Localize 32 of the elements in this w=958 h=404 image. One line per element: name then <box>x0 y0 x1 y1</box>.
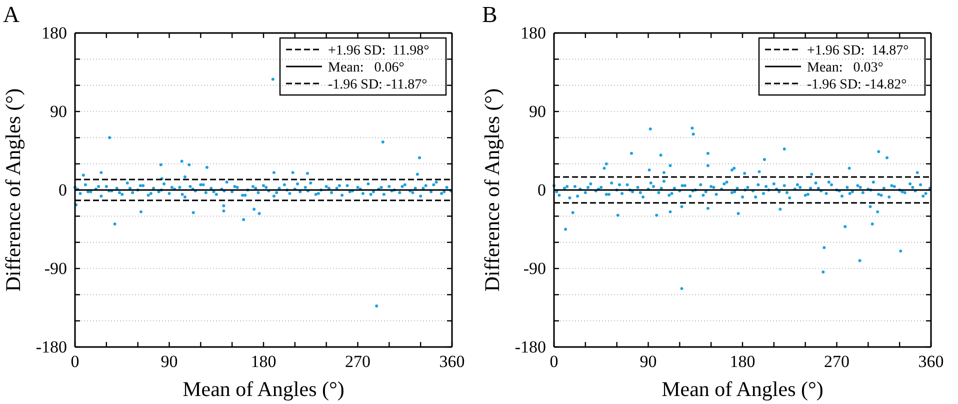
y-tick-label: 90 <box>529 102 546 121</box>
x-axis-title: Mean of Angles (°) <box>182 377 344 401</box>
legend-label: -1.96 SD: -14.82° <box>807 78 907 92</box>
y-tick-label: 0 <box>538 180 546 200</box>
x-axis-title: Mean of Angles (°) <box>662 377 824 401</box>
x-tick-label: 90 <box>160 352 178 372</box>
y-tick-label: -180 <box>36 337 67 356</box>
y-tick-label: 0 <box>58 180 67 200</box>
x-tick-label: 90 <box>640 352 657 372</box>
x-tick-label: 0 <box>550 352 558 372</box>
y-tick-label: -90 <box>44 258 67 278</box>
legend-label: Mean: 0.06° <box>328 60 404 76</box>
legend-label: +1.96 SD: 11.98° <box>328 44 430 58</box>
x-tick-label: 180 <box>250 352 276 372</box>
x-tick-label: 180 <box>730 352 756 372</box>
y-tick-label: 90 <box>50 102 67 121</box>
chart-title: A <box>3 2 20 27</box>
chart-title: B <box>482 2 498 27</box>
x-tick-label: 360 <box>918 352 944 372</box>
legend-label: Mean: 0.03° <box>807 60 884 76</box>
x-tick-label: 270 <box>345 352 370 372</box>
y-tick-label: -180 <box>514 337 546 356</box>
x-tick-label: 360 <box>439 352 465 372</box>
legend-label: -1.96 SD: -11.87° <box>328 78 428 92</box>
y-tick-label: 180 <box>520 23 546 42</box>
legend-label: +1.96 SD: 14.87° <box>807 44 909 58</box>
y-tick-label: 180 <box>42 23 67 42</box>
y-axis-title: Difference of Angles (°) <box>1 88 25 292</box>
y-tick-label: -90 <box>523 258 546 278</box>
y-axis-title: Difference of Angles (°) <box>480 88 504 292</box>
x-tick-label: 270 <box>824 352 850 372</box>
x-tick-label: 0 <box>70 352 80 372</box>
